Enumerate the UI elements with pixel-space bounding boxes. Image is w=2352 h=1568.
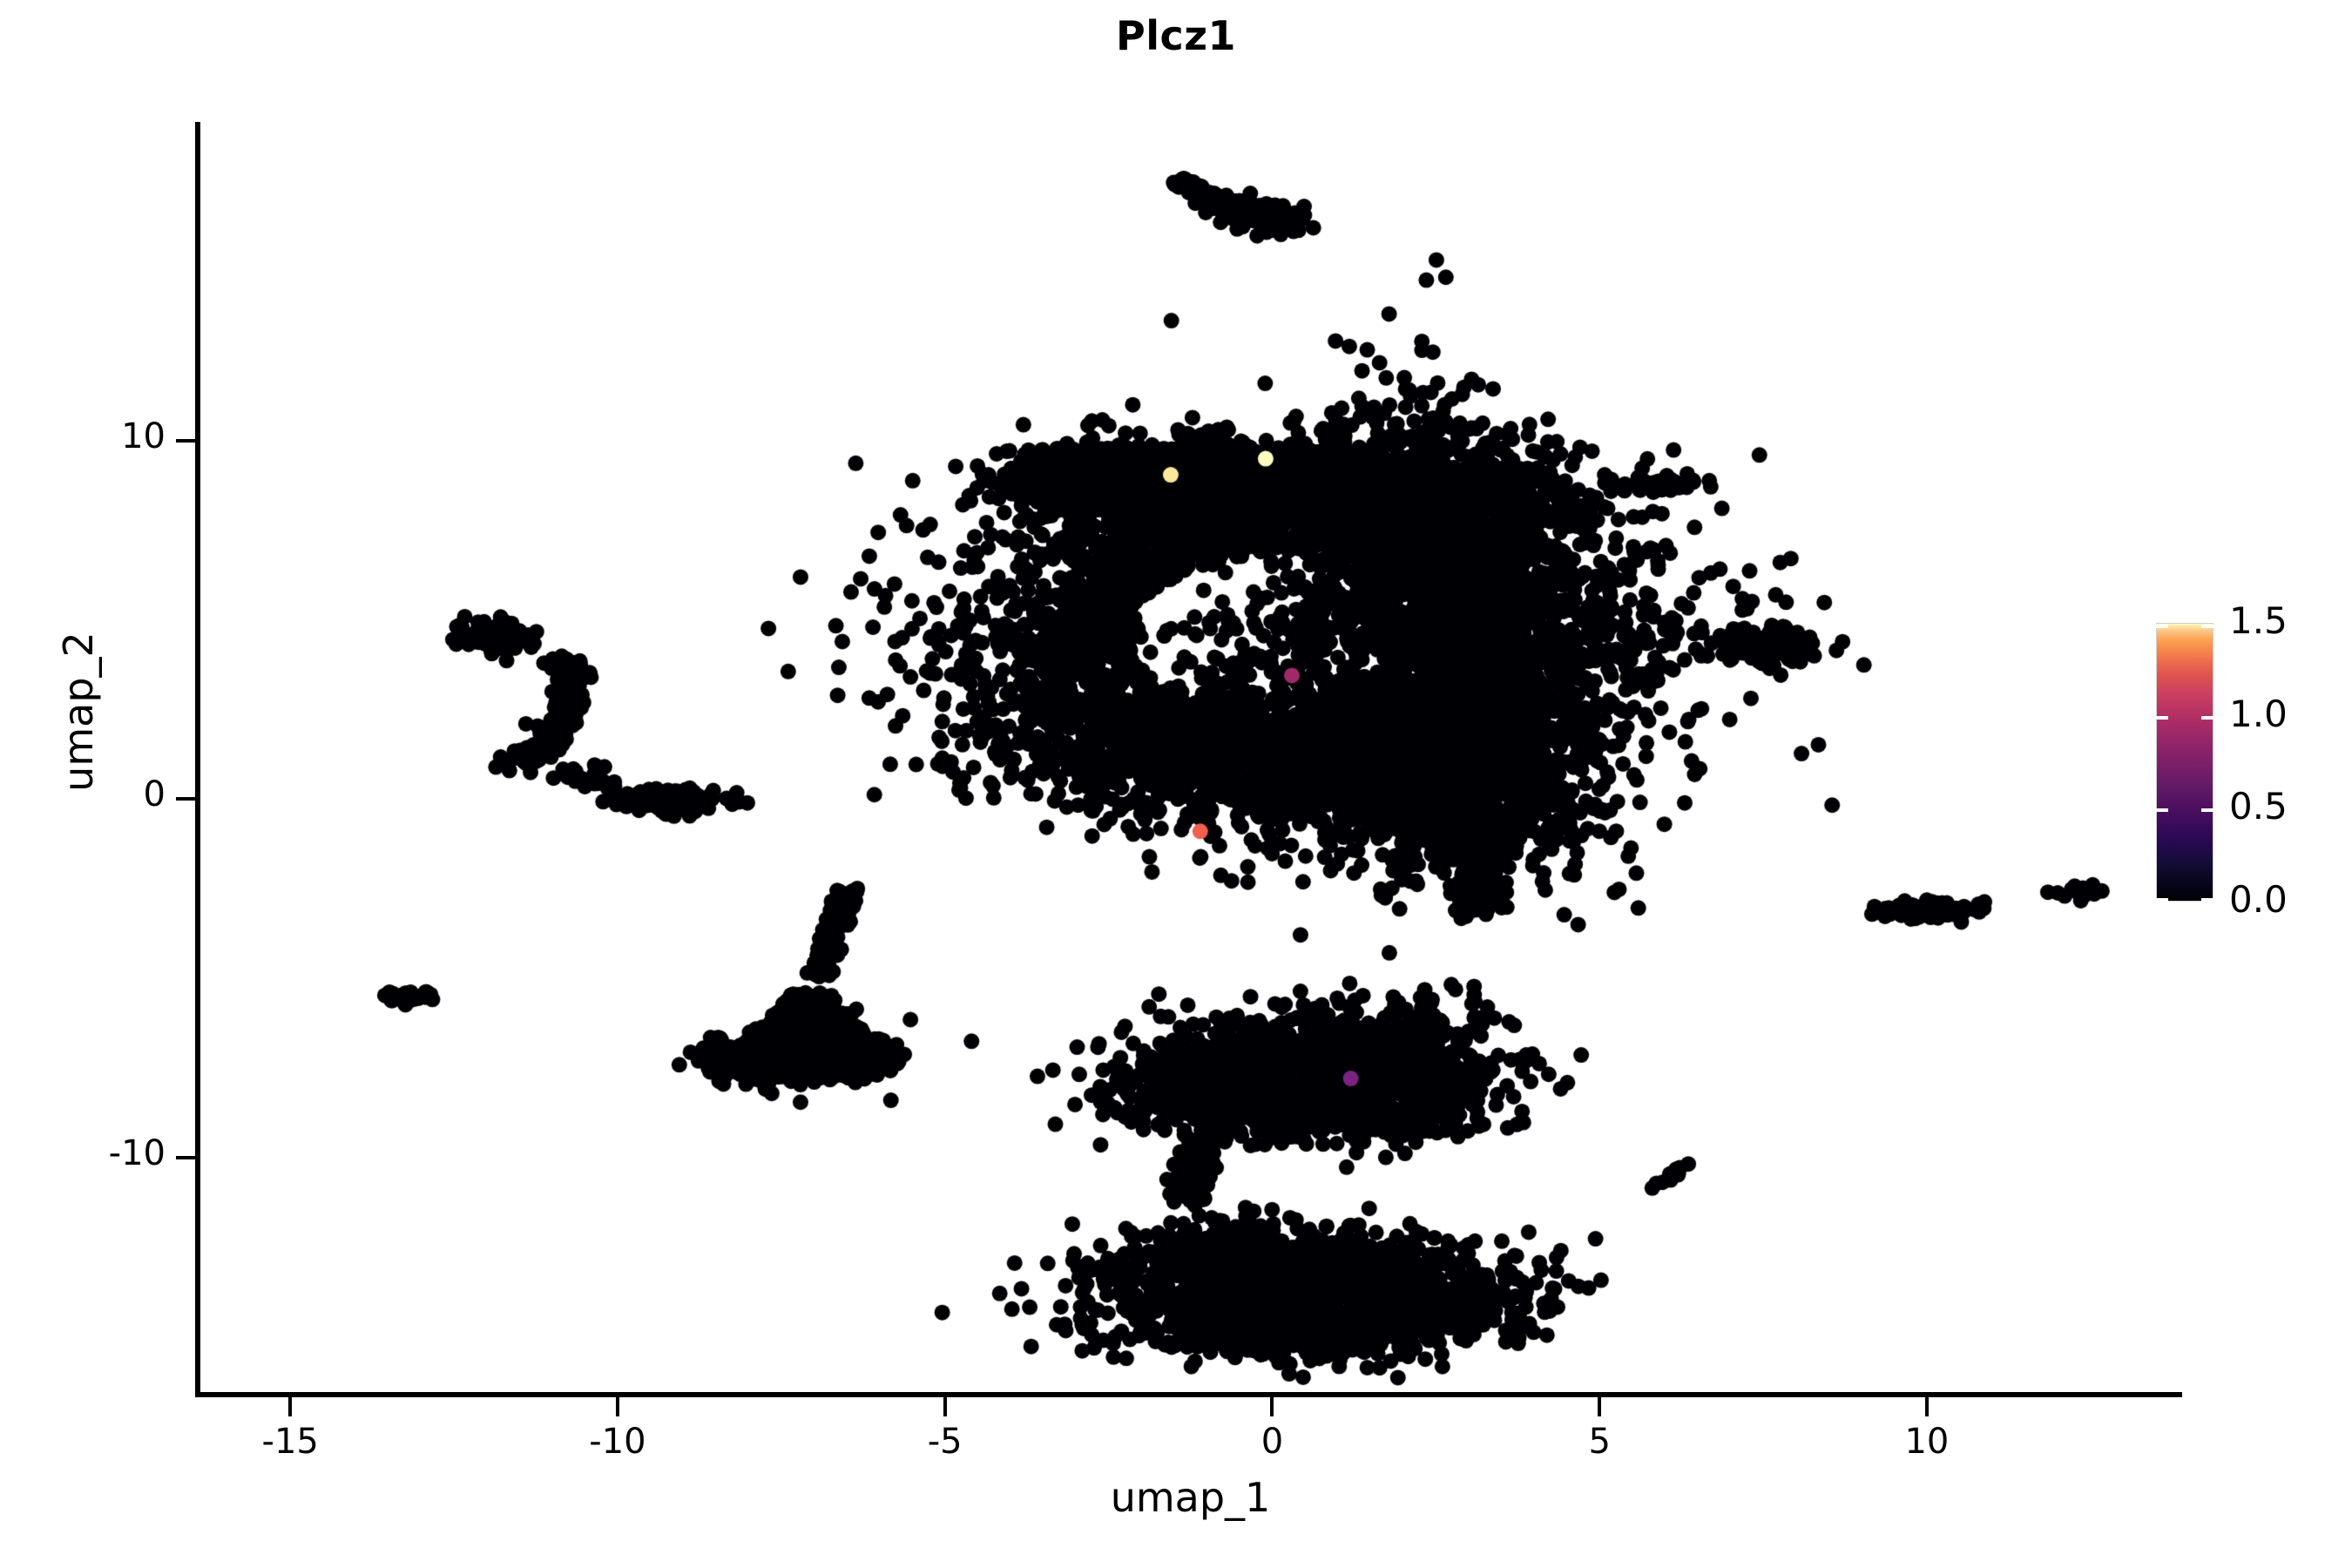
x-tick-label: 5 (1588, 1422, 1611, 1462)
x-tick-label: 10 (1904, 1422, 1950, 1462)
y-tick-mark (176, 797, 195, 801)
y-tick-label: 0 (143, 774, 166, 815)
x-axis-label: umap_1 (1110, 1474, 1271, 1521)
scatter-canvas (199, 122, 2182, 1394)
y-axis-label: umap_2 (55, 632, 102, 792)
colorbar-tick-label: 0.0 (2229, 878, 2288, 921)
colorbar-tick-mark (2201, 715, 2213, 720)
x-tick-mark (288, 1397, 293, 1416)
y-tick-mark (176, 439, 195, 443)
colorbar-tick-mark (2156, 808, 2168, 813)
x-tick-mark (943, 1397, 947, 1416)
y-tick-label: 10 (121, 416, 166, 457)
x-tick-mark (615, 1397, 619, 1416)
y-axis-spine (195, 122, 200, 1397)
colorbar-tick-mark (2156, 625, 2168, 628)
x-tick-label: -15 (261, 1422, 319, 1462)
x-tick-label: -5 (927, 1422, 963, 1462)
x-tick-label: 0 (1260, 1422, 1284, 1462)
colorbar-tick-mark (2156, 898, 2168, 902)
colorbar-tick-mark (2156, 715, 2168, 720)
colorbar-tick-mark (2201, 808, 2213, 813)
colorbar-tick-label: 1.0 (2229, 692, 2288, 735)
y-tick-label: -10 (108, 1132, 166, 1173)
page-title: Plcz1 (1115, 12, 1237, 59)
x-tick-label: -10 (589, 1422, 646, 1462)
x-tick-mark (1924, 1397, 1929, 1416)
plot-area (199, 122, 2182, 1394)
y-tick-mark (176, 1155, 195, 1159)
colorbar-tick-mark (2201, 625, 2213, 628)
x-tick-mark (1270, 1397, 1274, 1416)
colorbar-gradient (2156, 623, 2213, 902)
x-tick-mark (1598, 1397, 1602, 1416)
colorbar-tick-label: 0.5 (2229, 785, 2288, 828)
x-axis-spine (195, 1392, 2182, 1397)
colorbar-tick-label: 1.5 (2229, 599, 2288, 642)
colorbar-tick-mark (2201, 898, 2213, 902)
